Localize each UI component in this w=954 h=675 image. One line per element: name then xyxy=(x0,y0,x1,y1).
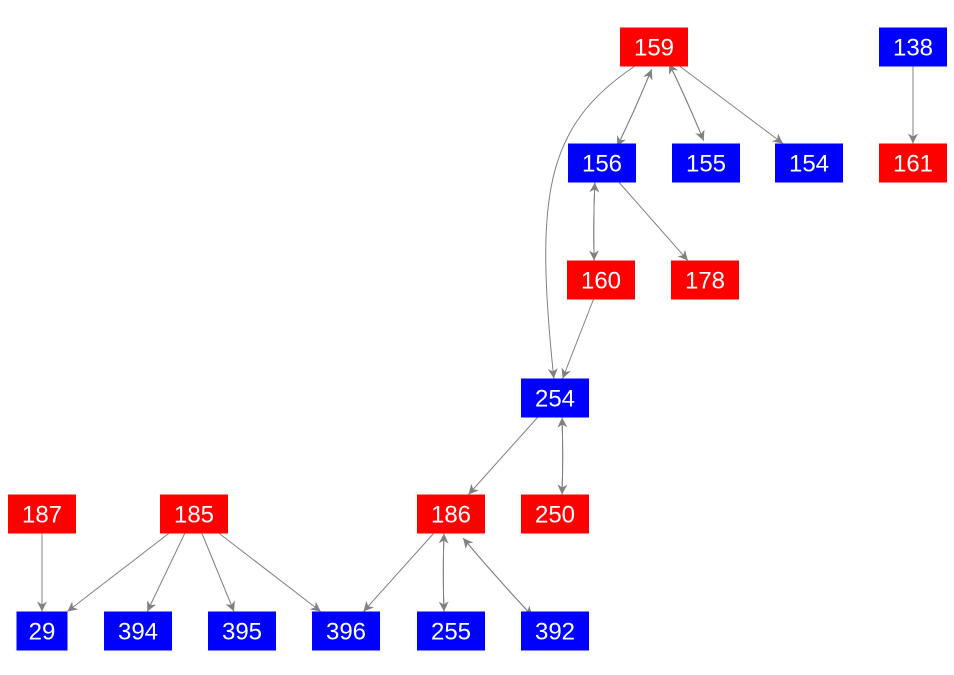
node-label: 178 xyxy=(685,268,725,295)
edge-185-to-29 xyxy=(67,533,169,612)
node-label: 29 xyxy=(29,619,56,646)
node-254: 254 xyxy=(521,378,589,418)
node-155: 155 xyxy=(672,143,740,183)
node-label: 394 xyxy=(118,619,158,646)
node-392: 392 xyxy=(521,611,589,651)
node-label: 159 xyxy=(634,35,674,62)
node-box xyxy=(417,611,485,651)
node-box xyxy=(521,378,589,418)
node-255: 255 xyxy=(417,611,485,651)
edge-156-to-159 xyxy=(616,69,653,147)
edge-155-to-159 xyxy=(668,63,705,141)
node-box xyxy=(775,143,843,183)
node-box xyxy=(672,143,740,183)
node-178: 178 xyxy=(671,260,739,300)
node-label: 187 xyxy=(22,502,62,529)
node-156: 156 xyxy=(568,143,636,183)
node-box xyxy=(568,143,636,183)
edge-160-to-156 xyxy=(589,182,600,261)
node-box xyxy=(8,494,76,534)
node-160: 160 xyxy=(567,260,635,300)
node-box xyxy=(521,611,589,651)
node-label: 254 xyxy=(535,386,575,413)
node-label: 250 xyxy=(535,502,575,529)
node-box xyxy=(671,260,739,300)
edge-185-to-395 xyxy=(201,533,235,612)
node-label: 186 xyxy=(431,502,471,529)
node-label: 161 xyxy=(893,151,933,178)
node-396: 396 xyxy=(312,611,380,651)
node-box xyxy=(521,494,589,534)
edge-250-to-254 xyxy=(557,417,568,495)
edge-159-to-254 xyxy=(545,66,635,379)
nodes-layer: 159 138 156 155 154 161 160 178 254 187 185 186 250 2… xyxy=(8,27,947,651)
node-label: 185 xyxy=(174,502,214,529)
node-label: 160 xyxy=(581,268,621,295)
node-395: 395 xyxy=(208,611,276,651)
edge-254-to-186 xyxy=(468,417,538,495)
node-label: 392 xyxy=(535,619,575,646)
node-box xyxy=(417,494,485,534)
edge-392-to-186 xyxy=(462,537,533,617)
edge-160-to-254 xyxy=(561,299,594,379)
edges-layer xyxy=(37,63,918,617)
node-box xyxy=(208,611,276,651)
node-250: 250 xyxy=(521,494,589,534)
edge-255-to-186 xyxy=(438,533,449,612)
node-label: 154 xyxy=(789,151,829,178)
node-box xyxy=(16,611,68,651)
node-box xyxy=(567,260,635,300)
node-394: 394 xyxy=(104,611,172,651)
node-label: 155 xyxy=(686,151,726,178)
node-187: 187 xyxy=(8,494,76,534)
node-box xyxy=(160,494,228,534)
node-box xyxy=(879,27,947,67)
node-label: 395 xyxy=(222,619,262,646)
node-label: 138 xyxy=(893,35,933,62)
edge-185-to-396 xyxy=(219,533,321,612)
node-159: 159 xyxy=(620,27,688,67)
node-161: 161 xyxy=(879,143,947,183)
node-186: 186 xyxy=(417,494,485,534)
node-box xyxy=(312,611,380,651)
node-box xyxy=(104,611,172,651)
edge-185-to-394 xyxy=(146,533,186,612)
edge-159-to-154 xyxy=(679,66,784,144)
node-box xyxy=(879,143,947,183)
edge-156-to-178 xyxy=(618,182,689,261)
node-label: 156 xyxy=(582,151,622,178)
node-label: 255 xyxy=(431,619,471,646)
node-185: 185 xyxy=(160,494,228,534)
node-label: 396 xyxy=(326,619,366,646)
node-154: 154 xyxy=(775,143,843,183)
node-138: 138 xyxy=(879,27,947,67)
edge-186-to-396 xyxy=(363,533,434,612)
node-box xyxy=(620,27,688,67)
node-29: 29 xyxy=(16,611,68,651)
